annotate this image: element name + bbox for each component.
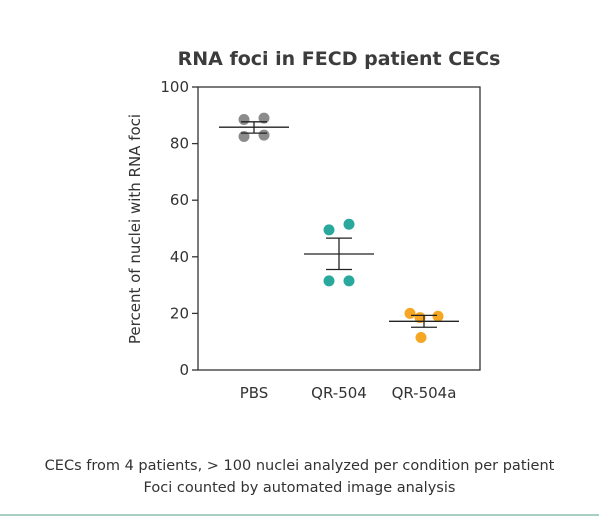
y-tick-label: 60	[170, 191, 189, 209]
y-tick-label: 100	[160, 78, 189, 96]
data-point	[258, 112, 270, 124]
group-qr-504a	[389, 307, 459, 343]
plot-frame	[197, 86, 481, 371]
group-pbs	[219, 112, 289, 143]
x-tick-label: PBS	[240, 384, 269, 402]
data-point	[238, 114, 250, 126]
y-tick-label: 80	[170, 135, 189, 153]
data-point	[323, 275, 335, 287]
y-axis-label: Percent of nuclei with RNA foci	[126, 114, 144, 344]
data-point	[432, 310, 444, 322]
y-tick-label: 40	[170, 248, 189, 266]
data-point	[415, 331, 427, 343]
data-point	[343, 275, 355, 287]
plot-axes: 0 20 40 60 80 100 PBS QR-504 QR-504a	[160, 78, 481, 402]
y-tick-label: 20	[170, 304, 189, 322]
data-point	[404, 307, 416, 319]
data-point	[323, 224, 335, 236]
y-tick-label: 0	[179, 361, 189, 379]
x-tick-label: QR-504a	[392, 384, 457, 402]
caption-line-1: CECs from 4 patients, > 100 nuclei analy…	[44, 458, 555, 474]
chart-title: RNA foci in FECD patient CECs	[178, 48, 501, 70]
plot-marks	[219, 112, 459, 343]
caption-line-2: Foci counted by automated image analysis	[143, 480, 456, 496]
data-point	[343, 218, 355, 230]
bottom-divider	[0, 514, 599, 516]
data-point	[258, 129, 270, 141]
group-qr-504	[304, 218, 374, 287]
x-tick-label: QR-504	[311, 384, 367, 402]
